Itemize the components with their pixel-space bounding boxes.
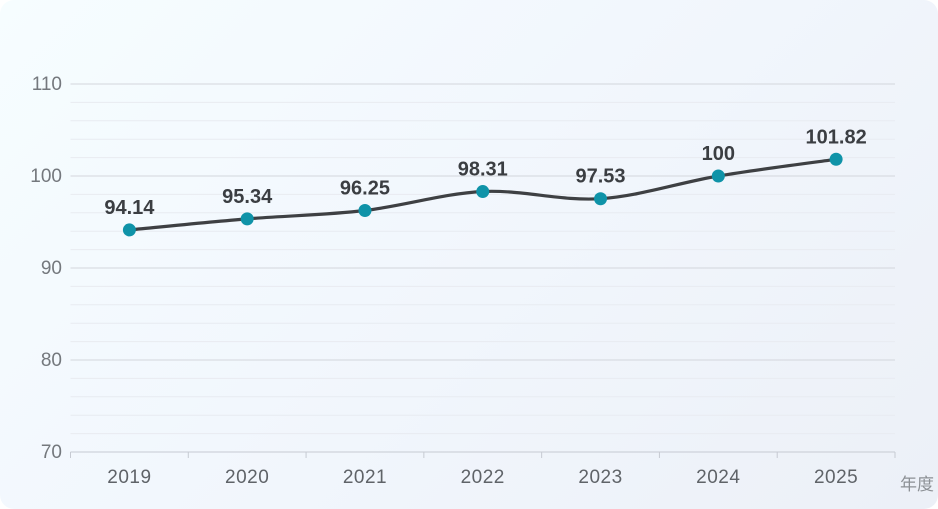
x-axis-title: 年度	[900, 475, 934, 494]
data-point[interactable]	[476, 185, 490, 199]
data-point-label: 94.14	[104, 197, 155, 219]
x-tick-label: 2025	[814, 467, 858, 488]
data-point-label: 101.82	[806, 126, 867, 148]
x-tick-label: 2021	[343, 467, 387, 488]
data-point-label: 97.53	[576, 166, 626, 188]
data-point[interactable]	[240, 212, 254, 226]
data-point-label: 100	[702, 143, 735, 165]
y-tick-label: 70	[41, 442, 62, 463]
y-tick-label: 110	[32, 74, 62, 95]
x-tick-label: 2023	[578, 467, 622, 488]
x-tick-label: 2019	[107, 467, 151, 488]
x-tick-label: 2020	[225, 467, 269, 488]
data-point[interactable]	[711, 169, 725, 183]
data-point[interactable]	[358, 204, 372, 217]
x-tick-label: 2024	[696, 467, 740, 488]
data-point-label: 96.25	[340, 178, 390, 200]
y-tick-label: 80	[41, 350, 62, 371]
data-point[interactable]	[829, 152, 843, 166]
data-point-label: 98.31	[458, 159, 508, 181]
x-tick-label: 2022	[461, 467, 505, 488]
y-tick-label: 100	[30, 166, 62, 187]
data-point[interactable]	[122, 223, 136, 237]
data-point[interactable]	[594, 192, 608, 206]
y-tick-label: 90	[41, 258, 62, 279]
data-point-label: 95.34	[222, 186, 273, 208]
